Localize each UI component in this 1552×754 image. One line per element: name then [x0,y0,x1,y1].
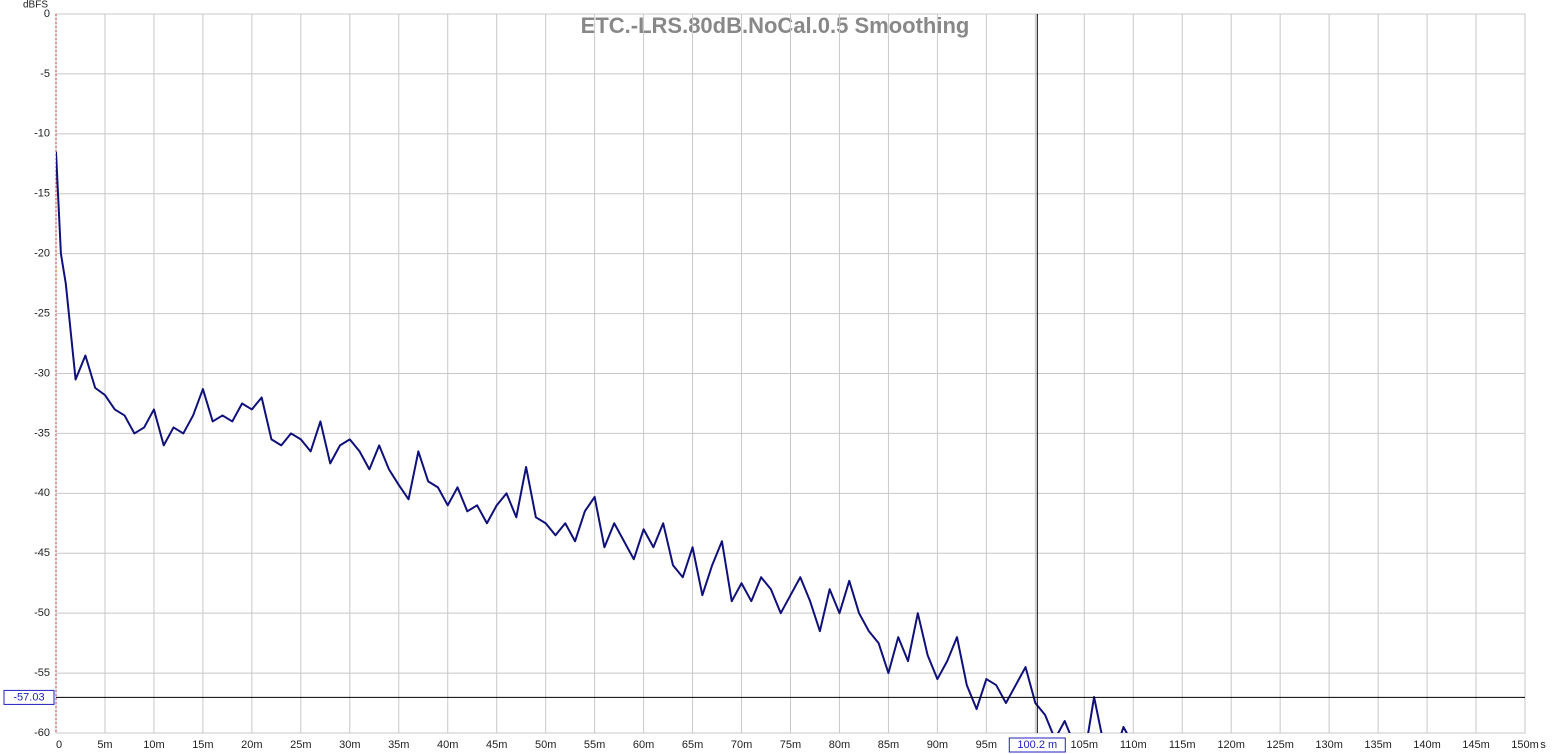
y-tick-label: -55 [34,667,50,679]
x-tick-label: 35m [388,739,409,751]
y-tick-label: -10 [34,128,50,140]
x-tick-label: 50m [535,739,556,751]
x-tick-label: 95m [976,739,997,751]
chart-title: ETC.-LRS.80dB.NoCal.0.5 Smoothing [581,13,970,38]
y-tick-label: -15 [34,188,50,200]
x-tick-label: 110m [1120,739,1147,751]
x-tick-label: 80m [829,739,850,751]
y-tick-label: -25 [34,307,50,319]
y-tick-label: -5 [40,68,50,80]
y-tick-label: -60 [34,727,50,739]
x-tick-label: 60m [633,739,654,751]
x-tick-label: 65m [682,739,703,751]
x-tick-label: 75m [780,739,801,751]
cursor-y-box [3,689,55,705]
cursor-x-box [1008,737,1066,753]
x-tick-label: 130m [1315,739,1343,751]
y-tick-label: -30 [34,367,50,379]
x-tick-label: 15m [192,739,213,751]
x-tick-label: 45m [486,739,507,751]
x-tick-label: 120m [1217,739,1245,751]
x-tick-label: 125m [1266,739,1294,751]
cursor-y-label: -57.03 [13,691,44,703]
x-tick-label: 25m [290,739,311,751]
x-axis-label: s [1540,739,1546,751]
x-tick-label: 145m [1462,739,1490,751]
x-tick-label: 85m [878,739,899,751]
x-tick-label: 30m [339,739,360,751]
cursor-x-label: 100.2 m [1017,739,1057,751]
x-tick-label: 5m [97,739,112,751]
x-tick-label: 90m [927,739,948,751]
y-tick-label: -50 [34,607,50,619]
x-tick-label: 105m [1071,739,1099,751]
y-axis-label: dBFS [23,0,48,11]
x-tick-label: 20m [241,739,262,751]
x-tick-label: 10m [143,739,164,751]
x-tick-label: 115m [1169,739,1196,751]
y-tick-label: 0 [44,8,50,20]
y-tick-label: -40 [34,487,50,499]
y-tick-label: -35 [34,427,50,439]
x-tick-label: 150m [1511,739,1539,751]
x-tick-label: 135m [1364,739,1392,751]
x-tick-label: 40m [437,739,458,751]
x-tick-label: 140m [1413,739,1441,751]
x-tick-label: 0 [56,739,62,751]
y-tick-label: -20 [34,248,50,260]
y-tick-label: -45 [34,547,50,559]
x-tick-label: 70m [731,739,752,751]
x-tick-label: 55m [584,739,605,751]
